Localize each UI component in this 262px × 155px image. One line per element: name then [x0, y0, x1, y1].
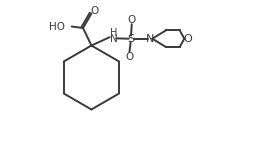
- Text: HO: HO: [49, 22, 65, 31]
- Text: S: S: [127, 34, 135, 44]
- Text: H: H: [110, 28, 117, 38]
- Text: O: O: [90, 6, 98, 16]
- Text: O: O: [183, 34, 192, 44]
- Text: O: O: [125, 52, 134, 62]
- Text: N: N: [146, 34, 154, 44]
- Text: N: N: [110, 34, 117, 44]
- Text: O: O: [128, 15, 136, 25]
